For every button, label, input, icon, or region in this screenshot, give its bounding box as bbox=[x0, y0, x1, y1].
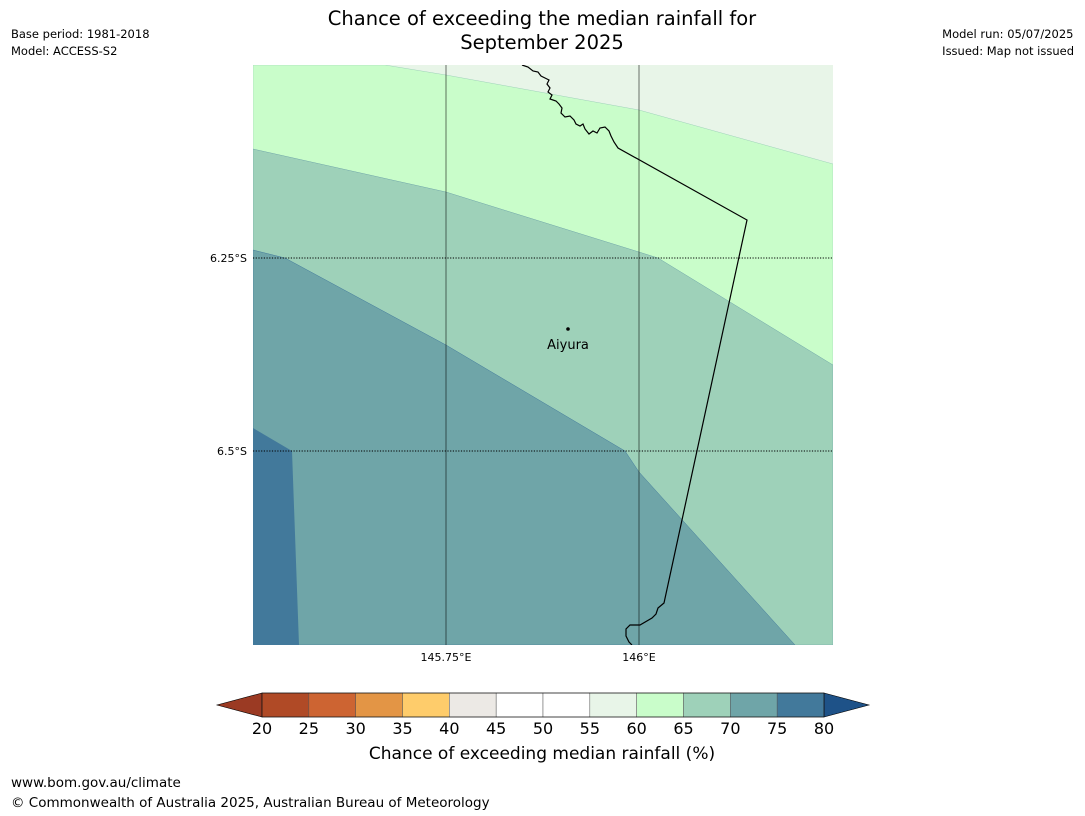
map-fill-layers bbox=[253, 65, 833, 645]
colorbar-outline bbox=[261, 692, 825, 718]
colorbar-segment-70-75 bbox=[730, 692, 778, 718]
colorbar-segment-55-60 bbox=[589, 692, 637, 718]
issued-text: Issued: Map not issued bbox=[942, 44, 1074, 58]
meta-right: Model run: 05/07/2025 Issued: Map not is… bbox=[942, 26, 1074, 60]
colorbar-segment-75-80 bbox=[776, 692, 825, 718]
colorbar-tick-25: 25 bbox=[298, 719, 320, 738]
colorbar-segment-65-70 bbox=[683, 692, 731, 718]
footer-url: www.bom.gov.au/climate bbox=[11, 775, 181, 791]
footer-copyright: © Commonwealth of Australia 2025, Austra… bbox=[11, 795, 490, 811]
colorbar-tick-70: 70 bbox=[720, 719, 741, 738]
colorbar-segment-50-55 bbox=[542, 692, 591, 718]
model-run-text: Model run: 05/07/2025 bbox=[942, 27, 1074, 41]
colorbar-label: Chance of exceeding median rainfall (%) bbox=[368, 744, 716, 764]
colorbar-segment-20-25 bbox=[261, 692, 310, 718]
colorbar-segment-40-45 bbox=[449, 692, 497, 718]
colorbar-tick-40: 40 bbox=[439, 719, 460, 738]
lat-label-6-5: 6.5°S bbox=[217, 445, 247, 458]
aiyura-dot bbox=[566, 327, 570, 331]
colorbar-tick-75: 75 bbox=[766, 719, 788, 738]
map-title-line1: Chance of exceeding the median rainfall … bbox=[327, 7, 757, 30]
zone-70-75 bbox=[253, 249, 796, 645]
colorbar-segment-35-40 bbox=[402, 692, 450, 718]
colorbar bbox=[215, 692, 871, 718]
colorbar-tick-30: 30 bbox=[345, 719, 366, 738]
colorbar-tick-80: 80 bbox=[813, 719, 835, 738]
colorbar-low-extension bbox=[215, 692, 263, 718]
aiyura-label: Aiyura bbox=[547, 338, 589, 353]
lat-label-6-25: 6.25°S bbox=[210, 252, 247, 265]
colorbar-tick-35: 35 bbox=[392, 719, 413, 738]
colorbar-tick-60: 60 bbox=[626, 719, 647, 738]
colorbar-tick-50: 50 bbox=[532, 719, 554, 738]
lon-label-145-75: 145.75°E bbox=[421, 651, 472, 664]
zone-75-80 bbox=[253, 428, 299, 645]
base-period-text: Base period: 1981-2018 bbox=[11, 27, 150, 41]
colorbar-segment-30-35 bbox=[355, 692, 403, 718]
lon-label-146: 146°E bbox=[622, 651, 655, 664]
map-title-line2: September 2025 bbox=[460, 31, 624, 54]
map-title: Chance of exceeding the median rainfall … bbox=[242, 7, 842, 55]
colorbar-segment-60-65 bbox=[636, 692, 684, 718]
colorbar-high-extension bbox=[823, 692, 871, 718]
colorbar-tick-45: 45 bbox=[485, 719, 507, 738]
colorbar-tick-55: 55 bbox=[579, 719, 601, 738]
aiyura-marker: Aiyura bbox=[547, 327, 589, 353]
colorbar-segment-25-30 bbox=[308, 692, 356, 718]
colorbar-tick-20: 20 bbox=[251, 719, 273, 738]
province-boundary bbox=[521, 65, 748, 645]
colorbar-tick-65: 65 bbox=[673, 719, 694, 738]
model-text: Model: ACCESS-S2 bbox=[11, 44, 118, 58]
meta-left: Base period: 1981-2018 Model: ACCESS-S2 bbox=[11, 26, 150, 60]
colorbar-segment-45-50 bbox=[495, 692, 544, 718]
